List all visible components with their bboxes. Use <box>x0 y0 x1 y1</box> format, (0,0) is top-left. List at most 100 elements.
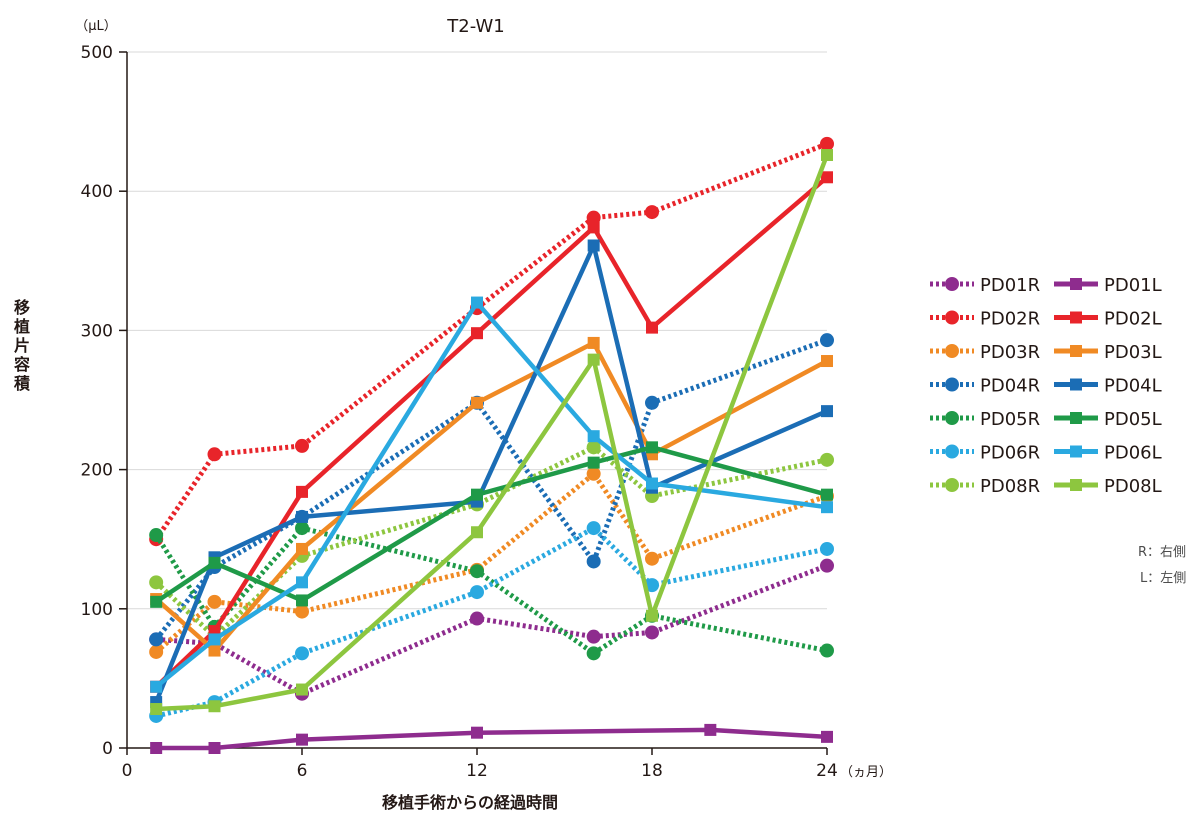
data-point <box>150 595 163 608</box>
x-tick-label: 18 <box>641 761 663 781</box>
x-tick-label: 24 <box>816 761 838 781</box>
data-point <box>587 239 600 252</box>
data-point <box>296 594 308 607</box>
legend-label: PD02R <box>980 309 1040 330</box>
data-point <box>586 521 601 536</box>
legend-item-pd02r: PD02R <box>930 309 1040 330</box>
x-tick-label: 0 <box>122 761 133 781</box>
series-pd02r <box>149 136 834 547</box>
data-point <box>149 644 164 659</box>
data-point <box>587 456 600 469</box>
data-point <box>821 355 833 368</box>
data-point <box>208 700 221 713</box>
data-point <box>208 742 221 754</box>
legend-item-pd04l: PD04L <box>1054 376 1162 397</box>
data-point <box>295 646 309 661</box>
legend-item-pd01r: PD01R <box>930 275 1040 296</box>
data-point <box>646 477 658 490</box>
data-point <box>821 405 833 418</box>
legend-label: PD03R <box>980 342 1040 363</box>
y-tick-label: 0 <box>102 739 113 759</box>
chart-title: T2-W1 <box>446 16 504 37</box>
data-point <box>586 554 601 569</box>
data-point <box>471 296 483 309</box>
series-line <box>154 243 828 703</box>
series-pd08l <box>150 149 833 716</box>
data-point <box>471 526 483 539</box>
data-point <box>587 430 600 443</box>
legend-item-pd03r: PD03R <box>930 342 1040 363</box>
data-point <box>207 594 222 609</box>
legend-label: PD08L <box>1104 476 1162 497</box>
data-point <box>150 703 163 716</box>
legend-swatch-marker <box>1070 311 1082 324</box>
data-point <box>704 723 717 736</box>
data-point <box>586 210 601 225</box>
y-axis-title: 移植片容積 <box>13 298 31 393</box>
data-point <box>471 726 483 739</box>
data-point <box>821 730 833 743</box>
data-point <box>296 683 308 696</box>
data-point <box>296 542 308 555</box>
data-point <box>820 333 834 348</box>
data-point <box>586 646 601 661</box>
data-point <box>821 501 833 514</box>
legend-label: PD08R <box>980 476 1040 497</box>
legend-swatch-marker <box>945 478 959 492</box>
data-point <box>646 321 658 334</box>
data-point <box>208 556 221 569</box>
data-point <box>646 441 658 454</box>
legend-swatch-marker <box>945 444 959 459</box>
legend-swatch-marker <box>945 411 959 425</box>
legend-item-pd05r: PD05R <box>930 409 1040 430</box>
data-point <box>587 221 600 234</box>
data-point <box>820 452 834 467</box>
data-point <box>296 485 308 498</box>
data-point <box>149 528 164 543</box>
series-pd02l <box>150 171 833 693</box>
data-point <box>470 585 484 600</box>
data-point <box>149 575 164 590</box>
series-line <box>154 525 828 656</box>
data-point <box>820 541 834 556</box>
data-point <box>295 604 309 619</box>
data-point <box>820 643 834 658</box>
legend-item-pd08r: PD08R <box>930 476 1040 497</box>
legend-label: PD04R <box>980 376 1040 397</box>
data-point <box>470 564 484 579</box>
legend-swatch-marker <box>1070 378 1082 391</box>
legend-swatch-marker <box>1070 412 1082 424</box>
x-tick-label: 12 <box>466 761 488 781</box>
series-pd06r <box>149 521 834 723</box>
series-pd04l <box>150 239 833 709</box>
legend-item-pd01l: PD01L <box>1054 275 1162 296</box>
legend-label: PD06R <box>980 443 1040 464</box>
legend-label: PD06L <box>1104 443 1162 464</box>
legend-label: PD05L <box>1104 409 1162 430</box>
legend-swatch-marker <box>945 277 959 291</box>
data-point <box>821 149 833 162</box>
legend-item-pd03l: PD03L <box>1054 342 1162 363</box>
series-line <box>155 525 828 719</box>
series-lines <box>149 136 834 754</box>
data-point <box>296 733 308 746</box>
data-point <box>296 576 308 589</box>
data-point <box>296 510 308 523</box>
legend-swatch-marker <box>1070 479 1082 491</box>
data-point <box>471 488 483 501</box>
legend-swatch-marker <box>945 310 959 325</box>
data-point <box>645 625 659 640</box>
data-point <box>295 521 309 536</box>
legend-swatch-marker <box>1070 445 1082 458</box>
x-tick-label: 6 <box>297 761 308 781</box>
data-point <box>645 551 659 566</box>
legend-swatch-marker <box>945 344 959 358</box>
data-point <box>820 136 834 151</box>
data-point <box>821 488 833 501</box>
y-tick-label: 500 <box>81 43 113 63</box>
legend-swatch-marker <box>945 377 959 392</box>
legend-swatch-marker <box>1070 278 1082 290</box>
note-left: L：左側 <box>1140 571 1186 586</box>
legend-label: PD01L <box>1104 275 1162 296</box>
